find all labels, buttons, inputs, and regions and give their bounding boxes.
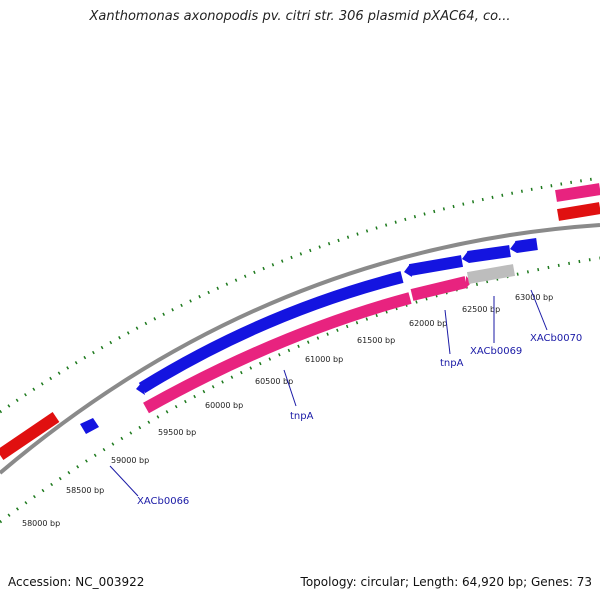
cds-forward-segment — [515, 238, 538, 253]
label-leader-line — [283, 369, 297, 407]
tick-label: 62000 bp — [409, 319, 447, 328]
label-leader-line — [444, 309, 451, 355]
tick-label: 59000 bp — [111, 456, 149, 465]
gene-label: tnpA — [290, 411, 314, 422]
tick-label: 61000 bp — [305, 355, 343, 364]
cds-forward-arrowhead — [462, 251, 469, 263]
tick-label: 58000 bp — [22, 519, 60, 528]
label-leader-line — [530, 289, 548, 331]
tick-label: 60500 bp — [255, 377, 293, 386]
map-title: Xanthomonas axonopodis pv. citri str. 30… — [89, 9, 511, 24]
cds-forward-arrowhead — [404, 264, 412, 277]
gene-segment — [557, 202, 600, 221]
cds-forward-segment — [467, 245, 511, 263]
tick-label: 61500 bp — [357, 336, 395, 345]
pseudo-segment — [466, 264, 516, 284]
label-leader-line — [109, 465, 139, 497]
tick-label: 62500 bp — [462, 305, 500, 314]
outer-tick-ring — [0, 176, 600, 414]
cds-forward-segment — [408, 255, 464, 276]
cds-forward-arrowhead — [510, 241, 517, 253]
cds-forward-small — [80, 418, 99, 434]
cds-reverse-segment — [143, 292, 412, 414]
cds-reverse-segment — [410, 276, 468, 301]
cds-forward-segment — [138, 271, 404, 394]
gene-segment — [0, 412, 60, 460]
cds-forward-arrowhead — [136, 382, 145, 395]
inner-tick-ring — [0, 256, 600, 524]
gene-label: XACb0069 — [470, 346, 522, 357]
gene-label: tnpA — [440, 358, 464, 369]
gene-label: XACb0070 — [530, 333, 582, 344]
cds-reverse-segment — [555, 183, 600, 202]
accession-label: Accession: NC_003922 — [8, 575, 145, 589]
backbone-arc — [0, 223, 600, 475]
gene-label: XACb0066 — [137, 496, 189, 507]
tick-label: 60000 bp — [205, 401, 243, 410]
tick-label: 59500 bp — [158, 428, 196, 437]
tick-label: 58500 bp — [66, 486, 104, 495]
topology-summary: Topology: circular; Length: 64,920 bp; G… — [300, 575, 592, 589]
